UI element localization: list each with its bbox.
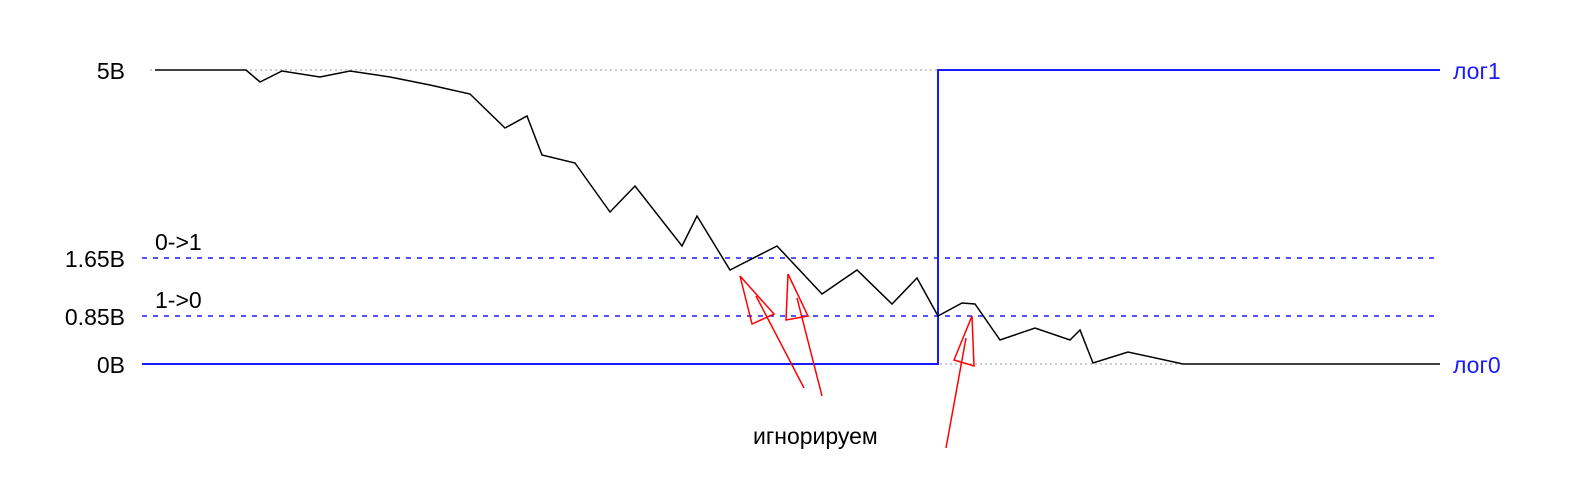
analog-signal-line [155, 69, 1440, 365]
arrow-middle [785, 273, 823, 397]
arrow-right [945, 315, 975, 449]
label-0-85v: 0.85В [65, 304, 125, 330]
label-ignore: игнорируем [753, 423, 878, 449]
logic-output-line [142, 69, 1440, 365]
label-5v: 5В [97, 58, 125, 84]
label-1-65v: 1.65В [65, 246, 125, 272]
arrow-left [739, 275, 805, 389]
label-0v: 0В [97, 352, 125, 378]
label-logic-low: лог0 [1453, 352, 1501, 378]
label-logic-high: лог1 [1453, 58, 1501, 84]
label-threshold-rise: 0->1 [155, 229, 202, 255]
label-threshold-fall: 1->0 [155, 287, 202, 313]
